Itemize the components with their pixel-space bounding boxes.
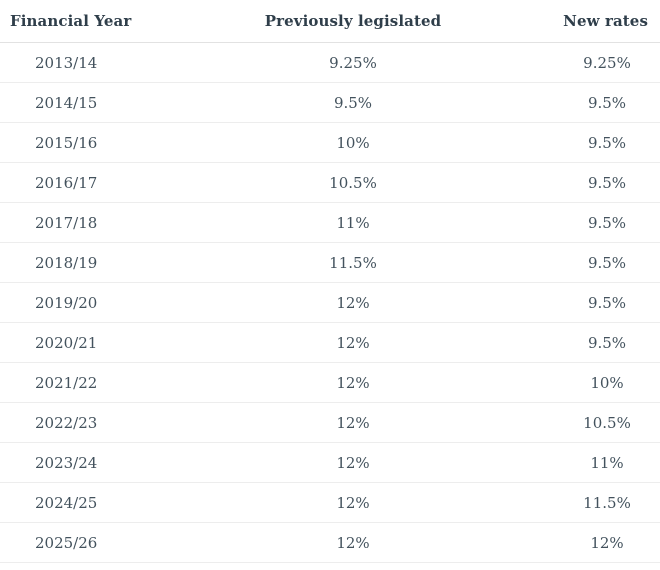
cell-year: 2017/18 bbox=[0, 202, 152, 243]
table-body: 2013/14 9.25% 9.25% 2014/15 9.5% 9.5% 20… bbox=[0, 42, 660, 563]
column-header-new-rates: New rates bbox=[554, 0, 660, 43]
table-row: 2016/17 10.5% 9.5% bbox=[0, 162, 660, 203]
cell-new-rates: 11.5% bbox=[554, 482, 660, 523]
cell-year: 2021/22 bbox=[0, 362, 152, 403]
cell-year: 2019/20 bbox=[0, 282, 152, 323]
cell-previously-legislated: 12% bbox=[152, 522, 554, 563]
table-row: 2023/24 12% 11% bbox=[0, 442, 660, 483]
table-row: 2019/20 12% 9.5% bbox=[0, 282, 660, 323]
cell-previously-legislated: 9.25% bbox=[152, 42, 554, 83]
cell-year: 2013/14 bbox=[0, 42, 152, 83]
cell-year: 2018/19 bbox=[0, 242, 152, 283]
cell-previously-legislated: 11.5% bbox=[152, 242, 554, 283]
cell-new-rates: 9.5% bbox=[554, 162, 660, 203]
cell-new-rates: 9.5% bbox=[554, 82, 660, 123]
table-row: 2013/14 9.25% 9.25% bbox=[0, 42, 660, 83]
cell-previously-legislated: 10% bbox=[152, 122, 554, 163]
table-row: 2014/15 9.5% 9.5% bbox=[0, 82, 660, 123]
cell-previously-legislated: 11% bbox=[152, 202, 554, 243]
table-row: 2017/18 11% 9.5% bbox=[0, 202, 660, 243]
cell-new-rates: 10% bbox=[554, 362, 660, 403]
cell-new-rates: 9.5% bbox=[554, 202, 660, 243]
cell-new-rates: 9.5% bbox=[554, 322, 660, 363]
cell-previously-legislated: 12% bbox=[152, 282, 554, 323]
column-header-financial-year: Financial Year bbox=[0, 0, 152, 43]
table-row: 2018/19 11.5% 9.5% bbox=[0, 242, 660, 283]
column-header-previously-legislated: Previously legislated bbox=[152, 0, 554, 43]
table-header: Financial Year Previously legislated New… bbox=[0, 0, 660, 43]
cell-new-rates: 9.5% bbox=[554, 242, 660, 283]
cell-new-rates: 11% bbox=[554, 442, 660, 483]
table-row: 2021/22 12% 10% bbox=[0, 362, 660, 403]
cell-previously-legislated: 12% bbox=[152, 482, 554, 523]
cell-previously-legislated: 12% bbox=[152, 442, 554, 483]
table-row: 2015/16 10% 9.5% bbox=[0, 122, 660, 163]
cell-year: 2020/21 bbox=[0, 322, 152, 363]
cell-previously-legislated: 12% bbox=[152, 362, 554, 403]
cell-new-rates: 12% bbox=[554, 522, 660, 563]
cell-year: 2022/23 bbox=[0, 402, 152, 443]
cell-previously-legislated: 12% bbox=[152, 402, 554, 443]
cell-year: 2024/25 bbox=[0, 482, 152, 523]
cell-year: 2015/16 bbox=[0, 122, 152, 163]
cell-year: 2023/24 bbox=[0, 442, 152, 483]
cell-new-rates: 9.5% bbox=[554, 122, 660, 163]
cell-previously-legislated: 9.5% bbox=[152, 82, 554, 123]
cell-previously-legislated: 12% bbox=[152, 322, 554, 363]
cell-previously-legislated: 10.5% bbox=[152, 162, 554, 203]
table-row: 2025/26 12% 12% bbox=[0, 522, 660, 563]
cell-year: 2016/17 bbox=[0, 162, 152, 203]
cell-year: 2014/15 bbox=[0, 82, 152, 123]
table-row: 2020/21 12% 9.5% bbox=[0, 322, 660, 363]
cell-new-rates: 9.25% bbox=[554, 42, 660, 83]
header-row: Financial Year Previously legislated New… bbox=[0, 0, 660, 43]
cell-new-rates: 10.5% bbox=[554, 402, 660, 443]
table-row: 2022/23 12% 10.5% bbox=[0, 402, 660, 443]
cell-new-rates: 9.5% bbox=[554, 282, 660, 323]
cell-year: 2025/26 bbox=[0, 522, 152, 563]
table-row: 2024/25 12% 11.5% bbox=[0, 482, 660, 523]
